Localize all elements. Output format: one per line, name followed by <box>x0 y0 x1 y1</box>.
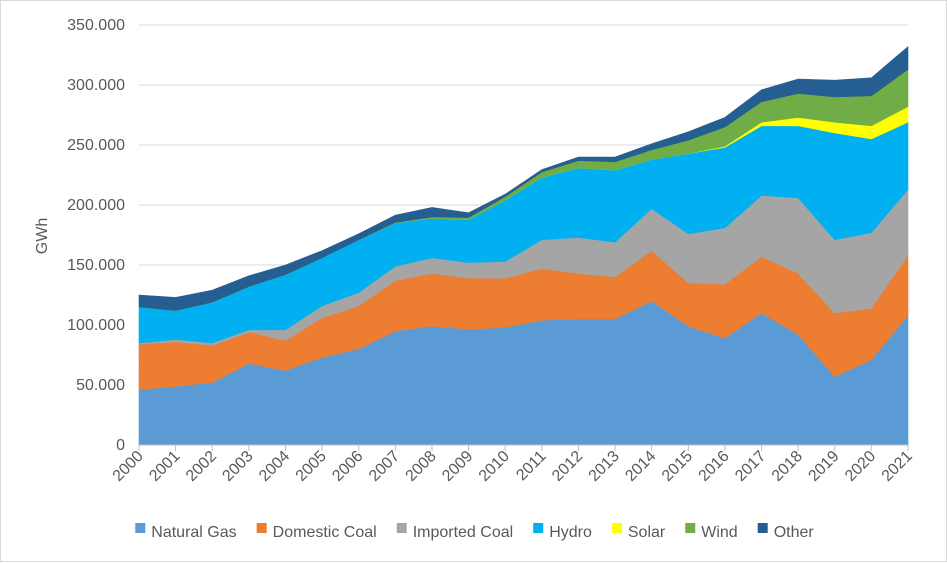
legend-swatch-hydro <box>533 523 544 533</box>
y-tick-label: 100.000 <box>67 317 125 334</box>
y-tick-label: 350.000 <box>67 17 125 34</box>
y-tick-label: 200.000 <box>67 197 125 214</box>
x-tick-label: 2004 <box>256 448 293 485</box>
legend-swatch-wind <box>685 523 696 533</box>
y-tick-label: 0 <box>116 437 125 454</box>
legend-label-solar: Solar <box>628 524 666 541</box>
x-tick-label: 2002 <box>183 448 220 485</box>
x-tick-label: 2009 <box>439 448 476 485</box>
y-tick-label: 150.000 <box>67 257 125 274</box>
x-tick-label: 2018 <box>769 448 806 485</box>
x-tick-label: 2021 <box>879 448 916 485</box>
x-tick-label: 2016 <box>696 448 733 485</box>
legend-label-natural-gas: Natural Gas <box>151 524 236 541</box>
x-tick-label: 2015 <box>659 448 696 485</box>
x-tick-label: 2003 <box>219 448 256 485</box>
legend-swatch-other <box>757 523 768 533</box>
x-tick-label: 2019 <box>805 448 842 485</box>
x-tick-label: 2017 <box>732 448 769 485</box>
x-tick-label: 2007 <box>366 448 403 485</box>
legend-label-domestic-coal: Domestic Coal <box>273 524 377 541</box>
x-tick-label: 2012 <box>549 448 586 485</box>
legend-swatch-solar <box>611 523 622 533</box>
y-axis-title: GWh <box>34 218 51 254</box>
legend-label-hydro: Hydro <box>549 524 592 541</box>
legend-swatch-domestic-coal <box>256 523 267 533</box>
y-tick-label: 250.000 <box>67 137 125 154</box>
x-tick-label: 2008 <box>403 448 440 485</box>
legend-label-other: Other <box>774 524 815 541</box>
legend-label-imported-coal: Imported Coal <box>413 524 514 541</box>
y-tick-label: 50.000 <box>76 377 125 394</box>
legend-label-wind: Wind <box>701 524 737 541</box>
area-other <box>138 45 909 311</box>
legend-swatch-imported-coal <box>396 523 407 533</box>
series-areas <box>138 45 909 446</box>
legend-swatch-natural-gas <box>135 523 146 533</box>
x-tick-label: 2006 <box>329 448 366 485</box>
x-tick-label: 2020 <box>842 448 879 485</box>
x-tick-label: 2005 <box>293 448 330 485</box>
x-tick-label: 2011 <box>513 448 549 484</box>
x-tick-label: 2014 <box>622 448 659 485</box>
legend: Natural Gas Domestic Coal Imported Coal Hyd… <box>135 523 814 541</box>
x-tick-label: 2010 <box>476 448 513 485</box>
x-tick-label: 2013 <box>586 448 623 485</box>
x-tick-label: 2001 <box>146 448 183 485</box>
y-tick-label: 300.000 <box>67 77 125 94</box>
